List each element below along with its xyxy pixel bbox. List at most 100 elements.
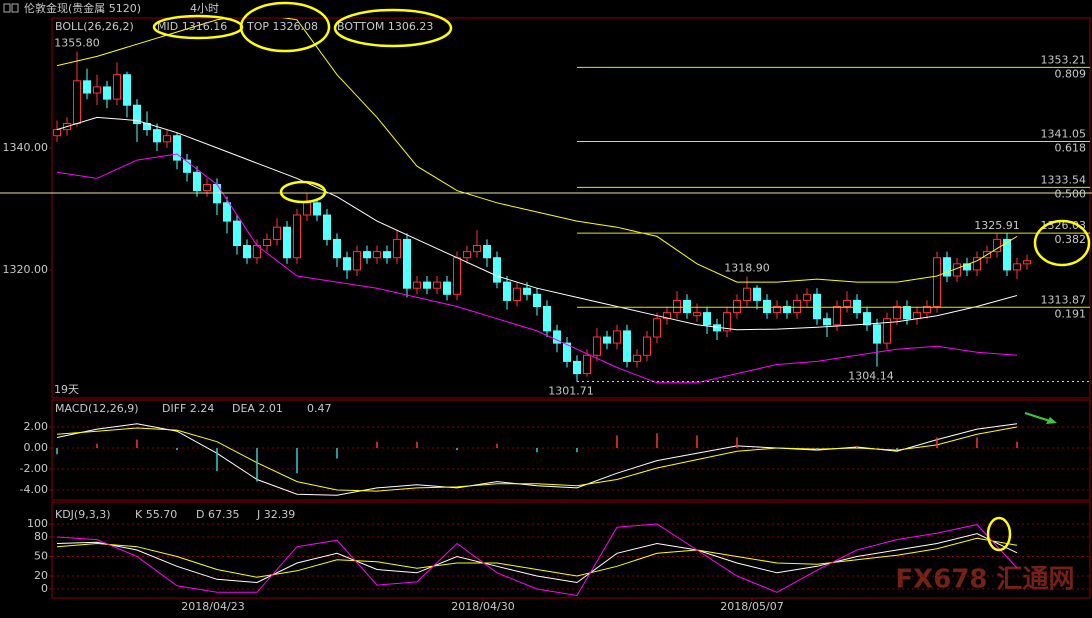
candle-body: [1013, 263, 1021, 271]
highlight: [239, 1, 331, 53]
candle-body: [633, 354, 641, 362]
candle-body: [863, 312, 871, 326]
candle-body: [153, 129, 161, 143]
candle-body: [223, 202, 231, 222]
indicator-line: [56, 116, 1018, 331]
candle-body: [823, 318, 831, 326]
panel-plot: [52, 423, 1090, 496]
candle-body: [603, 336, 611, 344]
candle-body: [793, 299, 801, 314]
candle-body: [753, 287, 761, 301]
candle-body: [733, 299, 741, 314]
candle-body: [423, 281, 431, 289]
arrow-line: [1024, 412, 1051, 422]
candle-body: [583, 354, 591, 375]
fib-value: 1333.54: [1041, 173, 1087, 186]
period[interactable]: 4小时: [190, 2, 219, 15]
candle-body: [363, 251, 371, 259]
candle-body: [883, 318, 891, 344]
candle-body: [93, 86, 101, 94]
candle-body: [473, 245, 481, 253]
fib-ratio: 0.191: [1055, 307, 1087, 320]
fib-ratio: 0.500: [1055, 187, 1087, 200]
candle-body: [353, 251, 361, 271]
candle-body: [953, 263, 961, 277]
legend-entry: TOP 1326.08: [246, 20, 318, 33]
candle-body: [373, 251, 381, 259]
candle-body: [763, 299, 771, 314]
icon[interactable]: [11, 3, 19, 13]
candle-body: [503, 281, 511, 301]
highlight-circles: [152, 1, 1091, 552]
y-tick-label: 1340.00: [3, 141, 49, 154]
indicator-legend: KDJ(9,3,3): [55, 508, 111, 521]
candle-body: [723, 312, 731, 332]
candle-body: [383, 251, 391, 259]
candle-body: [933, 257, 941, 308]
indicator-legend: MACD(12,26,9): [55, 402, 139, 415]
candle-body: [343, 257, 351, 271]
icon[interactable]: [3, 3, 11, 13]
candle-body: [783, 306, 791, 314]
fib-ratio: 0.382: [1055, 233, 1087, 246]
arrow-head: [1046, 417, 1057, 424]
candle-body: [903, 306, 911, 320]
candle-body: [403, 238, 411, 289]
fib-value: 1341.05: [1041, 128, 1087, 141]
price-annotation: 1304.14: [848, 370, 894, 383]
trend-arrow: [1024, 412, 1057, 424]
y-tick-label: -2.00: [20, 462, 48, 475]
highlight: [279, 180, 327, 204]
y-tick-label: 100: [27, 517, 48, 530]
watermark: FX678 汇通网: [895, 565, 1074, 595]
candle-body: [293, 214, 301, 259]
candle-body: [283, 226, 291, 259]
y-tick-label: 0.00: [24, 441, 49, 454]
candle-body: [333, 238, 341, 259]
fib-ratio: 0.809: [1055, 67, 1087, 80]
candle-body: [703, 312, 711, 326]
legend-entry: K 55.70: [135, 508, 177, 521]
instrument-title: 伦敦金现(贵金属 5120): [24, 1, 141, 15]
candle-body: [393, 238, 401, 259]
candle-body: [123, 74, 131, 106]
candle-body: [873, 324, 881, 344]
candle-body: [263, 238, 271, 247]
candle-body: [853, 299, 861, 314]
kdj-panel: [51, 501, 1091, 599]
highlight: [333, 8, 453, 48]
candle-body: [1023, 260, 1031, 265]
y-tick-label: 80: [34, 530, 48, 543]
highlight: [1033, 219, 1091, 267]
indicator-line: [56, 537, 1018, 578]
candle-body: [843, 299, 851, 308]
candle-body: [113, 74, 121, 100]
legend-entry: 0.47: [307, 402, 332, 415]
candle-body: [683, 299, 691, 314]
candle-body: [673, 299, 681, 314]
candle-body: [913, 312, 921, 320]
candle-body: [443, 281, 451, 295]
legend-entry: J 32.39: [256, 508, 295, 521]
candle-body: [563, 342, 571, 362]
candle-body: [173, 135, 181, 161]
candle-body: [313, 202, 321, 216]
candle-body: [553, 330, 561, 344]
title-bar: 伦敦金现(贵金属 5120) 4小时: [3, 1, 219, 15]
candle-body: [523, 287, 531, 295]
candle-body: [133, 104, 141, 125]
candle-body: [273, 226, 281, 240]
candle-body: [833, 306, 841, 326]
candle-body: [613, 330, 621, 344]
y-tick-label: 1320.00: [3, 263, 49, 276]
indicator-legend: BOLL(26,26,2): [55, 20, 134, 33]
candle-body: [643, 336, 651, 356]
highlight: [986, 516, 1012, 552]
candle-body: [193, 171, 201, 192]
candle-body: [203, 184, 211, 192]
legend-entry: BOTTOM 1306.23: [337, 20, 433, 33]
y-tick-label: 50: [34, 550, 48, 563]
candle-body: [973, 257, 981, 271]
candle-body: [183, 159, 191, 173]
